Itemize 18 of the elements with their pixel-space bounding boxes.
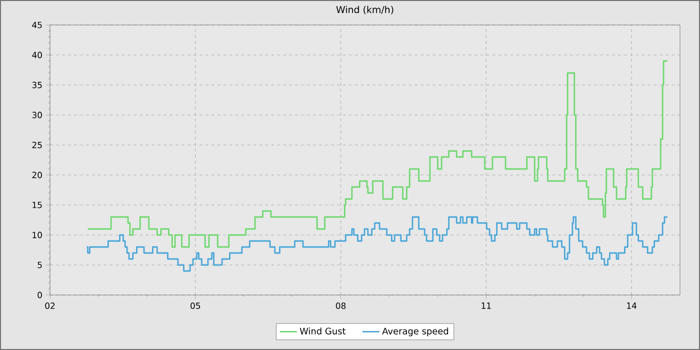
x-tick-label: 08 — [336, 302, 346, 309]
x-tick-label: 11 — [482, 302, 491, 309]
y-tick-label: 30 — [32, 112, 42, 118]
y-tick-label: 0 — [38, 292, 42, 298]
y-tick-label: 10 — [32, 232, 42, 238]
x-tick-label: 14 — [627, 302, 636, 309]
y-tick-label: 35 — [32, 82, 42, 88]
y-tick-label: 45 — [32, 22, 42, 28]
chart-title: Wind (km/h) — [336, 6, 394, 14]
x-tick-label: 05 — [190, 302, 200, 309]
legend-label: Wind Gust — [300, 328, 346, 334]
y-tick-label: 15 — [32, 202, 42, 208]
x-tick-label: 02 — [45, 302, 55, 309]
y-tick-label: 40 — [32, 52, 42, 58]
y-tick-label: 20 — [32, 172, 42, 178]
y-tick-label: 25 — [32, 142, 42, 148]
y-tick-label: 5 — [38, 262, 42, 268]
legend-label: Average speed — [382, 328, 448, 336]
